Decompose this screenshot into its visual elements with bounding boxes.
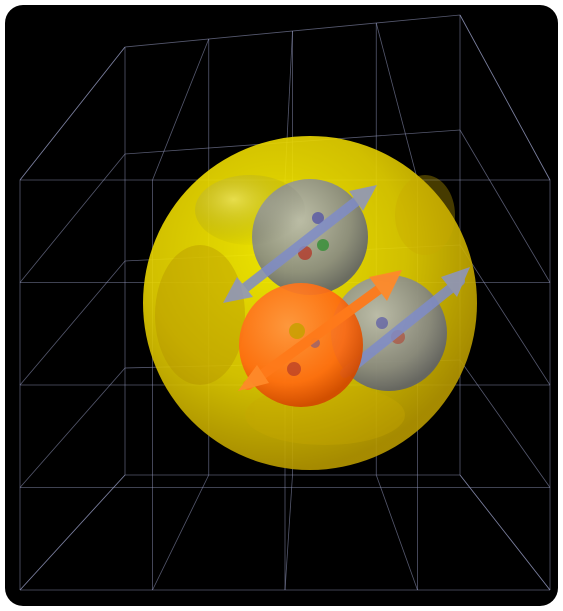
viewport-frame	[5, 5, 558, 606]
grid-line	[284, 474, 293, 591]
grid-line	[152, 474, 210, 591]
quark-red	[287, 362, 301, 376]
grid-line	[19, 367, 126, 488]
grid-line	[459, 474, 551, 591]
grid-line	[459, 14, 551, 181]
grid-line	[459, 129, 551, 283]
nucleus-highlight	[195, 175, 305, 245]
neutron-spin-arrow-icon	[340, 267, 470, 378]
grid-line	[459, 244, 551, 386]
grid-line	[19, 153, 126, 283]
grid-line	[19, 474, 126, 591]
grid-line	[152, 38, 210, 181]
grid-line	[375, 22, 418, 181]
quark-blue	[376, 317, 388, 329]
grid-line	[375, 474, 418, 591]
quark-yellow	[289, 323, 305, 339]
quark-green	[317, 239, 329, 251]
neutron-spin-arrow-icon	[223, 185, 377, 303]
quark-blue	[312, 212, 324, 224]
grid-line	[459, 359, 551, 488]
grid-line	[19, 46, 126, 181]
nucleus-3d-render	[19, 14, 551, 591]
proton-spin-arrow-icon	[238, 270, 402, 391]
grid-line	[19, 260, 126, 386]
